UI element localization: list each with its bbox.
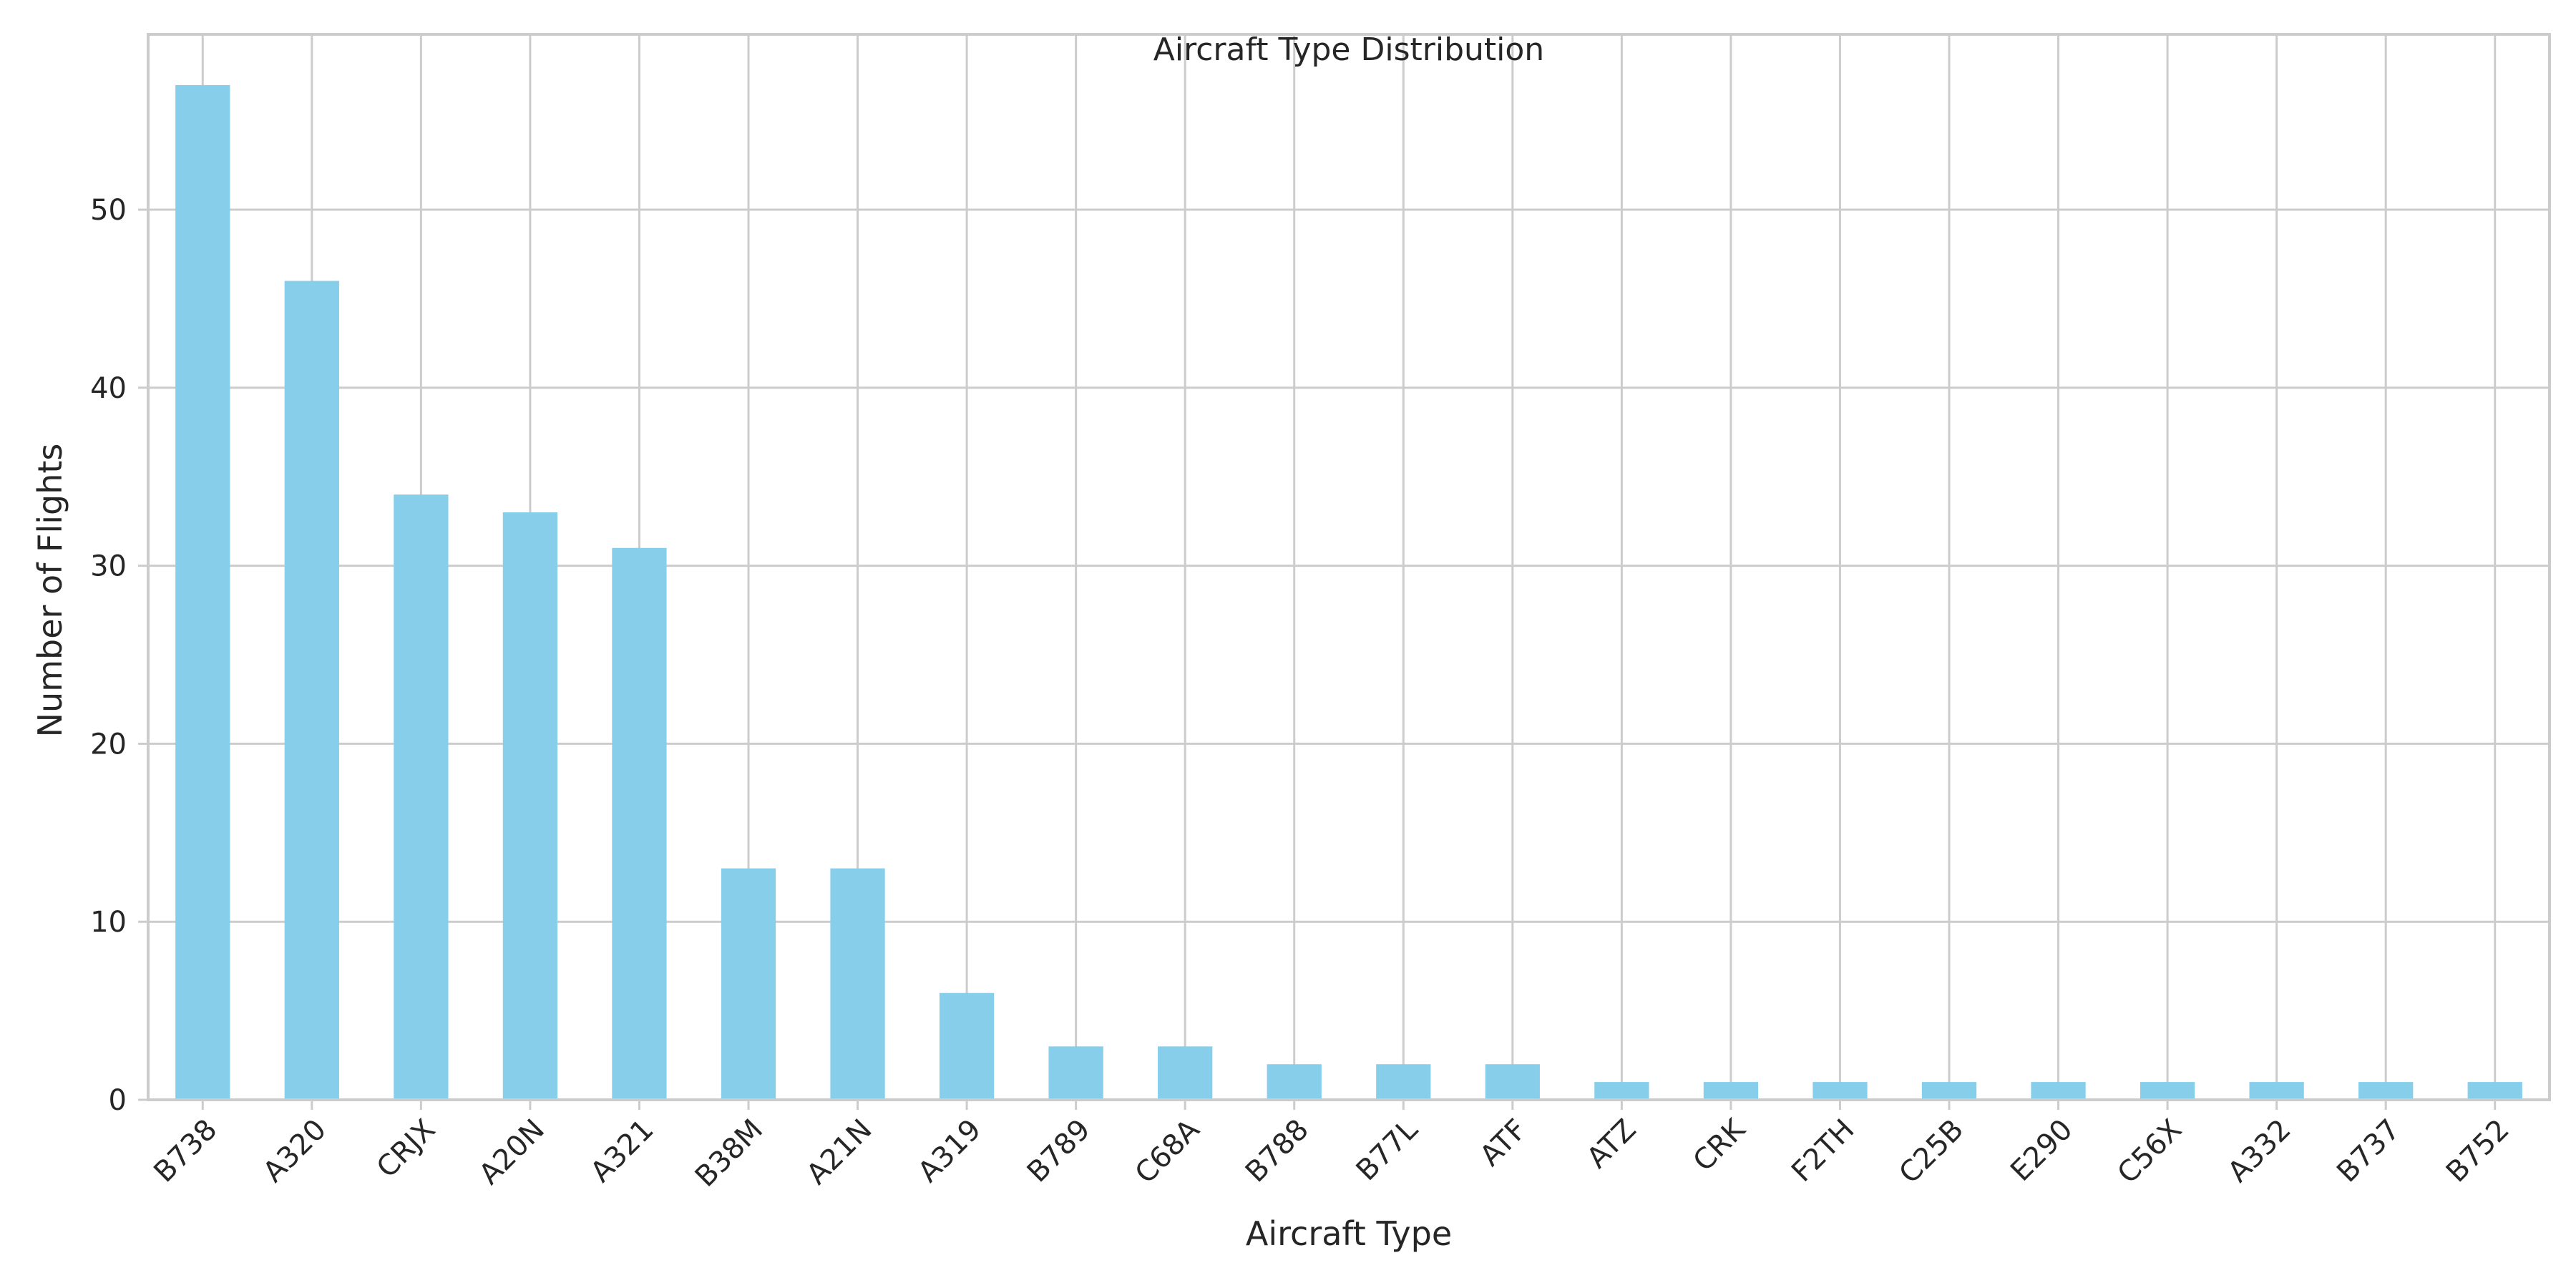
x-tick-label: A319 [912, 1113, 987, 1189]
x-tick-label: C68A [1129, 1113, 1206, 1190]
bar-crk [1703, 1082, 1759, 1100]
y-tick-label: 20 [90, 728, 127, 761]
x-tick-label: CRK [1687, 1112, 1753, 1178]
y-tick-label: 0 [109, 1084, 127, 1117]
bar-a321 [612, 547, 667, 1100]
bar-a319 [939, 992, 995, 1100]
x-tick-label: E290 [2004, 1113, 2079, 1188]
x-tick-label: B77L [1350, 1113, 1425, 1187]
x-tick-label: A321 [585, 1113, 660, 1189]
bar-c25b [1921, 1082, 1977, 1100]
y-tick-label: 10 [90, 906, 127, 939]
x-tick-label: B38M [689, 1113, 769, 1194]
chart-title: Aircraft Type Distribution [1153, 31, 1544, 68]
plot-frame [147, 33, 2551, 1101]
y-tick-label: 30 [90, 550, 127, 583]
x-tick-label: ATF [1474, 1113, 1533, 1173]
bar-b738 [175, 84, 230, 1100]
bar-b38m [721, 868, 776, 1100]
bar-a21n [830, 868, 885, 1100]
x-tick-label: B789 [1021, 1113, 1097, 1189]
x-tick-label: C25B [1893, 1113, 1970, 1191]
bar-b788 [1267, 1064, 1322, 1100]
bar-a20n [502, 512, 558, 1100]
x-tick-label: C56X [2112, 1113, 2189, 1191]
y-axis-label: Number of Flights [31, 444, 69, 738]
y-tick-label: 50 [90, 194, 127, 227]
bar-c56x [2140, 1082, 2195, 1100]
bar-atf [1485, 1064, 1540, 1100]
bar-f2th [1813, 1082, 1868, 1100]
bar-b752 [2467, 1082, 2522, 1100]
bar-b77l [1376, 1064, 1431, 1100]
bar-a332 [2249, 1082, 2304, 1100]
bar-crjx [394, 494, 449, 1100]
y-axis-ticks: 0 10 20 30 40 50 [90, 194, 148, 1117]
bars [175, 84, 2522, 1100]
x-axis-label: Aircraft Type [1246, 1214, 1452, 1253]
bar-atz [1594, 1082, 1649, 1100]
bar-e290 [2031, 1082, 2086, 1100]
y-tick-label: 40 [90, 372, 127, 405]
x-tick-label: B738 [147, 1113, 223, 1189]
x-tick-label: A320 [257, 1113, 333, 1189]
x-tick-label: A21N [801, 1113, 879, 1191]
bar-a320 [284, 280, 339, 1100]
x-tick-label: A332 [2222, 1113, 2298, 1189]
x-tick-label: CRJX [371, 1113, 442, 1185]
bar-b737 [2358, 1082, 2414, 1100]
bar-b789 [1048, 1046, 1103, 1100]
x-tick-label: A20N [473, 1113, 551, 1191]
x-tick-label: F2TH [1785, 1113, 1860, 1189]
grid-lines [148, 34, 2550, 1101]
x-tick-label: B752 [2440, 1113, 2516, 1189]
bar-c68a [1158, 1046, 1213, 1100]
x-tick-label: ATZ [1581, 1113, 1642, 1175]
x-tick-label: B737 [2331, 1113, 2406, 1189]
x-axis-ticks: B738 A320 CRJX A20N A321 B38M A21N A319 B789 C68A… [147, 1100, 2516, 1194]
x-tick-label: B788 [1239, 1113, 1315, 1189]
